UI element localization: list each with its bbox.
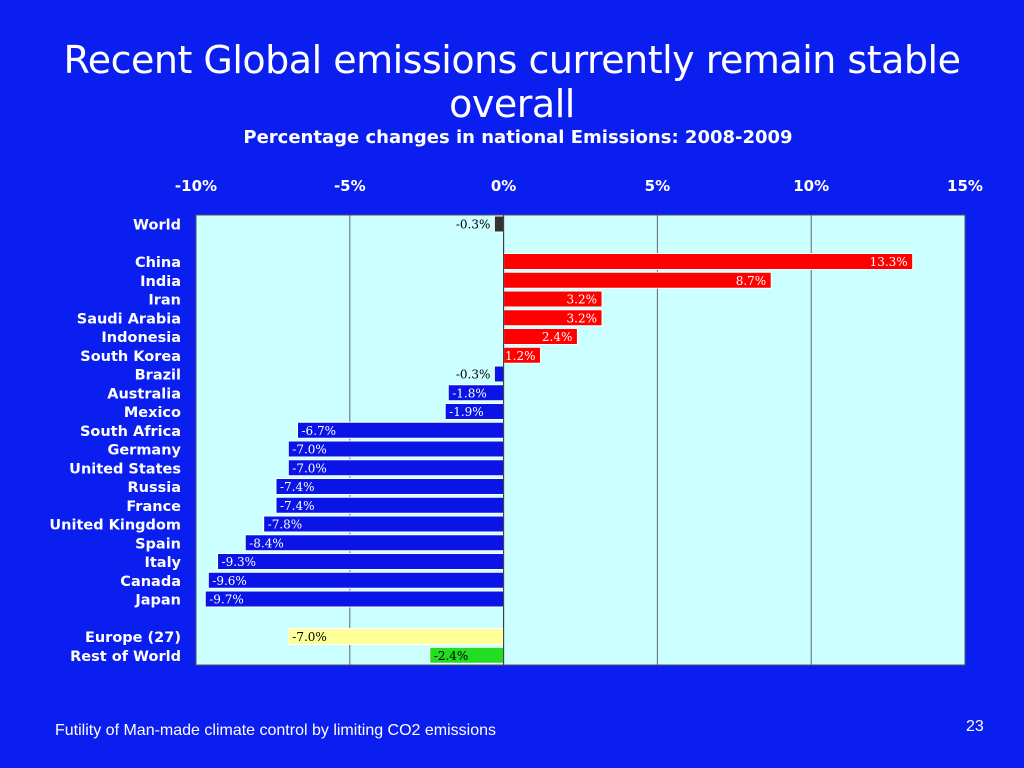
data-label: -0.3% xyxy=(456,218,491,232)
data-label: -1.8% xyxy=(452,386,487,400)
bar xyxy=(207,571,505,589)
data-label: -1.9% xyxy=(449,405,484,419)
bar xyxy=(503,271,772,289)
category-label: Spain xyxy=(135,536,181,552)
category-label: China xyxy=(135,255,181,271)
data-label: -0.3% xyxy=(456,368,491,382)
category-label: Europe (27) xyxy=(85,630,181,646)
data-label: -2.4% xyxy=(434,649,469,663)
category-label: Rest of World xyxy=(70,649,181,665)
footer-text: Futility of Man-made climate control by … xyxy=(55,722,497,739)
bar xyxy=(204,590,505,608)
data-label: -7.0% xyxy=(292,630,327,644)
category-label: Saudi Arabia xyxy=(77,311,181,327)
data-label: 2.4% xyxy=(542,330,573,344)
chart-title: Percentage changes in national Emissions… xyxy=(243,127,792,148)
category-label: South Africa xyxy=(80,424,181,440)
category-label: Canada xyxy=(120,574,181,590)
category-label: Germany xyxy=(107,443,181,459)
data-label: -7.0% xyxy=(292,461,327,475)
category-label: India xyxy=(140,274,181,290)
x-tick-label: 10% xyxy=(793,177,829,195)
data-label: 13.3% xyxy=(870,255,908,269)
data-label: -6.7% xyxy=(302,424,337,438)
category-label: Italy xyxy=(144,555,181,571)
data-label: 3.2% xyxy=(567,311,598,325)
category-label: Japan xyxy=(134,593,181,609)
category-label: Indonesia xyxy=(101,330,181,346)
data-label: 8.7% xyxy=(736,274,767,288)
data-label: 3.2% xyxy=(567,293,598,307)
data-label: -7.4% xyxy=(280,480,315,494)
x-tick-label: -10% xyxy=(175,177,217,195)
slide-title: Recent Global emissions currently remain… xyxy=(63,38,961,126)
data-label: -7.0% xyxy=(292,443,327,457)
category-label: United Kingdom xyxy=(49,518,181,534)
category-label: Mexico xyxy=(124,405,181,421)
x-tick-label: 5% xyxy=(645,177,670,195)
x-tick-label: 0% xyxy=(491,177,516,195)
category-label: South Korea xyxy=(80,349,181,365)
data-label: -9.6% xyxy=(212,574,247,588)
bar xyxy=(217,553,505,570)
data-label: -7.4% xyxy=(280,499,315,513)
data-label: 1.2% xyxy=(505,349,536,363)
data-label: -9.3% xyxy=(222,555,257,569)
data-label: -8.4% xyxy=(249,536,284,550)
bar xyxy=(244,534,505,552)
category-label: Australia xyxy=(107,386,181,402)
page-number: 23 xyxy=(966,718,984,735)
category-label: United States xyxy=(69,461,181,477)
category-label: Iran xyxy=(148,293,181,309)
bar xyxy=(503,253,914,270)
x-tick-label: 15% xyxy=(947,177,983,195)
data-label: -9.7% xyxy=(209,593,244,607)
x-tick-label: -5% xyxy=(334,177,366,195)
bar xyxy=(493,215,505,233)
plot-area xyxy=(195,214,966,666)
data-label: -7.8% xyxy=(268,518,303,532)
category-label: Brazil xyxy=(135,368,181,384)
category-label: World xyxy=(133,218,181,234)
category-label: France xyxy=(126,499,181,515)
category-label: Russia xyxy=(127,480,181,496)
bar xyxy=(493,365,505,383)
